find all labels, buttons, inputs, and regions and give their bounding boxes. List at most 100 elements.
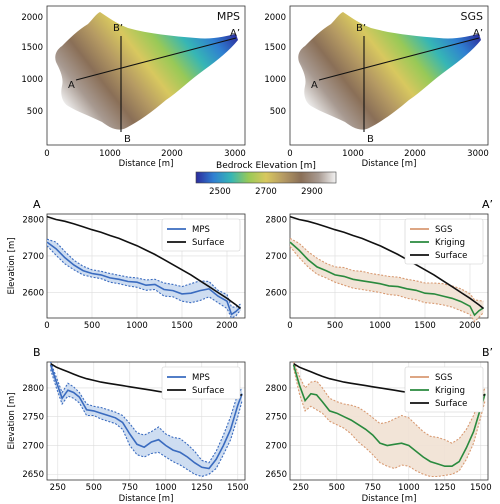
y-tick-label: 2750 bbox=[22, 413, 44, 423]
y-axis-label: Elevation [m] bbox=[7, 237, 17, 294]
x-tick-label: 1000 bbox=[155, 483, 177, 493]
legend: MPS Surface bbox=[161, 366, 241, 400]
kriging-line bbox=[289, 241, 484, 317]
map-ytick: 1000 bbox=[21, 75, 43, 85]
surface-line bbox=[289, 215, 484, 310]
x-tick-label: 1500 bbox=[171, 321, 193, 331]
colorbar-tick: 2500 bbox=[209, 187, 231, 197]
x-tick-label: 2000 bbox=[459, 321, 481, 331]
legend-label: Surface bbox=[435, 399, 467, 409]
legend: MPS Surface bbox=[161, 218, 241, 252]
map-xtick: 2000 bbox=[404, 149, 426, 159]
y-tick-label: 2800 bbox=[265, 384, 287, 394]
x-tick-label: 500 bbox=[327, 321, 343, 331]
map-xtick: 2000 bbox=[161, 149, 183, 159]
x-tick-label: 1500 bbox=[227, 483, 249, 493]
map-axes-mps: 2000 1500 1000 500 0 1000 2000 3000 Dist… bbox=[21, 13, 245, 169]
profile-line-a bbox=[75, 37, 237, 81]
colorbar: Bedrock Elevation [m] 2500 2700 2900 bbox=[195, 161, 337, 197]
map-panel-sgs: A A’ B B’ SGS bbox=[289, 5, 489, 146]
profile-corner-label: B’ bbox=[482, 346, 493, 359]
legend-label: MPS bbox=[192, 225, 210, 235]
label-b-prime: B’ bbox=[113, 23, 123, 34]
mps-mean-line bbox=[46, 241, 242, 316]
map-xtick: 1000 bbox=[99, 149, 121, 159]
kriging-line bbox=[292, 364, 486, 468]
map-ytick: 2000 bbox=[21, 13, 43, 23]
mps-mean-line bbox=[49, 364, 243, 470]
uncertainty-band bbox=[47, 239, 241, 318]
label-a-prime: A’ bbox=[473, 28, 483, 39]
x-tick-label: 1250 bbox=[434, 483, 456, 493]
legend-label: Kriging bbox=[435, 386, 465, 396]
x-tick-label: 500 bbox=[86, 483, 102, 493]
legend-label: Kriging bbox=[435, 238, 465, 248]
upper-bound-line bbox=[289, 237, 484, 302]
x-axis-label: Distance [m] bbox=[119, 494, 174, 504]
profile-panel: 250 500 750 1000 1250 1500 2800 2750 2700 2650 B’ D… bbox=[265, 346, 493, 504]
x-tick-label: 750 bbox=[365, 483, 381, 493]
y-tick-label: 2700 bbox=[22, 252, 44, 262]
label-a: A bbox=[311, 80, 318, 91]
plot-frame bbox=[289, 361, 489, 481]
lower-bound-line bbox=[46, 245, 241, 319]
map-panel-mps: A A’ B B’ MPS bbox=[46, 5, 246, 146]
y-tick-label: 2700 bbox=[265, 441, 287, 451]
legend-label: MPS bbox=[192, 373, 210, 383]
y-tick-label: 2750 bbox=[265, 413, 287, 423]
lower-bound-line bbox=[293, 368, 486, 478]
x-tick-label: 2000 bbox=[216, 321, 238, 331]
label-b: B bbox=[124, 134, 131, 145]
upper-bound-line bbox=[293, 361, 486, 444]
plot-frame bbox=[46, 213, 246, 319]
profile-plots: 0 500 1000 1500 2000 2800 2700 2600 A Elevation [… bbox=[7, 198, 493, 504]
x-tick-label: 1000 bbox=[369, 321, 391, 331]
surface-line bbox=[46, 215, 241, 310]
profile-panel: 250 500 750 1000 1250 1500 2800 2750 2700 2650 B El… bbox=[7, 346, 249, 504]
x-tick-label: 500 bbox=[84, 321, 100, 331]
profile-corner-label: A’ bbox=[482, 198, 493, 211]
map-xlabel: Distance [m] bbox=[362, 159, 417, 169]
x-tick-label: 1500 bbox=[470, 483, 492, 493]
y-tick-label: 2700 bbox=[265, 252, 287, 262]
label-a-prime: A’ bbox=[230, 28, 240, 39]
map-xtick: 3000 bbox=[224, 149, 246, 159]
x-tick-label: 750 bbox=[122, 483, 138, 493]
legend-box bbox=[404, 218, 484, 265]
legend-box bbox=[161, 366, 241, 400]
plot-frame bbox=[289, 213, 489, 319]
y-tick-label: 2800 bbox=[265, 215, 287, 225]
profile-corner-label: B bbox=[33, 346, 41, 359]
map-xtick: 1000 bbox=[342, 149, 364, 159]
label-a: A bbox=[68, 80, 75, 91]
profile-line-a bbox=[318, 37, 480, 81]
map-xtick: 3000 bbox=[467, 149, 489, 159]
map-title: SGS bbox=[461, 10, 484, 23]
map-ytick: 1000 bbox=[264, 75, 286, 85]
uncertainty-band bbox=[50, 362, 243, 477]
bedrock-map-shape bbox=[55, 12, 238, 130]
x-tick-label: 250 bbox=[293, 483, 309, 493]
legend-label: Surface bbox=[192, 238, 224, 248]
profile-corner-label: A bbox=[33, 198, 41, 211]
map-xtick: 0 bbox=[44, 149, 49, 159]
y-tick-label: 2700 bbox=[22, 441, 44, 451]
map-ytick: 500 bbox=[27, 107, 43, 117]
map-xlabel: Distance [m] bbox=[119, 159, 174, 169]
lower-bound-line bbox=[289, 246, 484, 323]
legend-label: SGS bbox=[435, 225, 452, 235]
colorbar-tick: 2700 bbox=[255, 187, 277, 197]
profile-panel: 0 500 1000 1500 2000 2800 2700 2600 A Elevation [… bbox=[7, 198, 246, 331]
y-tick-label: 2650 bbox=[22, 470, 44, 480]
x-tick-label: 250 bbox=[50, 483, 66, 493]
legend-label: Surface bbox=[192, 386, 224, 396]
y-axis-label: Elevation [m] bbox=[7, 392, 17, 449]
y-tick-label: 2800 bbox=[22, 384, 44, 394]
y-tick-label: 2600 bbox=[22, 288, 44, 298]
map-title: MPS bbox=[217, 10, 240, 23]
plot-frame bbox=[46, 361, 246, 481]
legend-box bbox=[404, 366, 484, 413]
x-tick-label: 0 bbox=[287, 321, 292, 331]
uncertainty-band bbox=[293, 362, 486, 477]
x-tick-label: 1250 bbox=[191, 483, 213, 493]
